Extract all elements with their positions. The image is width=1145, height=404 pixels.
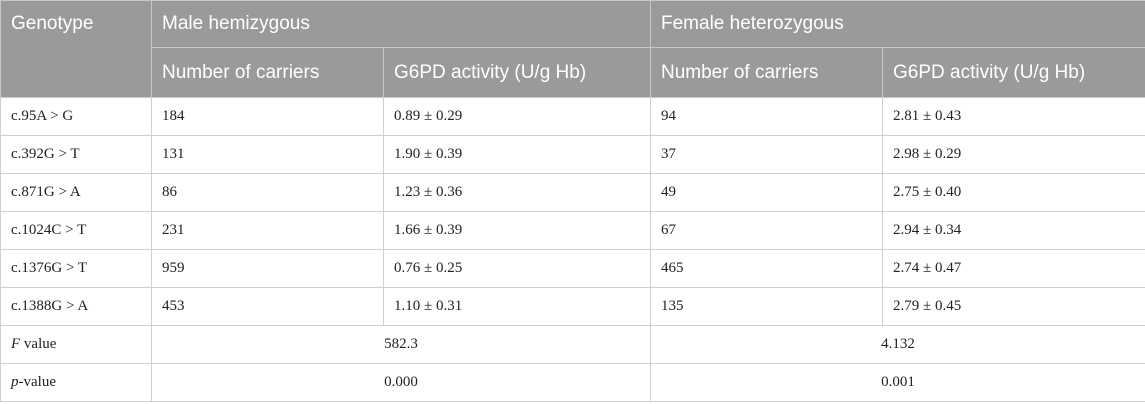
- cell-male-count: 86: [151, 173, 384, 212]
- header-female-carriers: Number of carriers: [650, 47, 883, 98]
- cell-genotype: c.95A > G: [0, 97, 152, 136]
- header-row-subcolumns: Number of carriers G6PD activity (U/g Hb…: [1, 47, 1145, 98]
- f-value-row: F value 582.3 4.132: [0, 325, 1145, 364]
- cell-female-activity: 2.74 ± 0.47: [882, 249, 1145, 288]
- cell-female-activity: 2.79 ± 0.45: [882, 287, 1145, 326]
- p-value-male: 0.000: [151, 363, 651, 402]
- f-value-label: F value: [0, 325, 152, 364]
- cell-female-activity: 2.94 ± 0.34: [882, 211, 1145, 250]
- cell-male-count: 453: [151, 287, 384, 326]
- p-value-symbol: p: [11, 374, 19, 390]
- table-row: c.1388G > A 453 1.10 ± 0.31 135 2.79 ± 0…: [0, 287, 1145, 326]
- cell-genotype: c.392G > T: [0, 135, 152, 174]
- header-female-activity: G6PD activity (U/g Hb): [882, 47, 1145, 98]
- cell-male-count: 231: [151, 211, 384, 250]
- p-value-row: p-value 0.000 0.001: [0, 363, 1145, 402]
- table-row: c.1376G > T 959 0.76 ± 0.25 465 2.74 ± 0…: [0, 249, 1145, 288]
- f-value-male: 582.3: [151, 325, 651, 364]
- cell-female-count: 465: [650, 249, 883, 288]
- table-row: c.1024C > T 231 1.66 ± 0.39 67 2.94 ± 0.…: [0, 211, 1145, 250]
- cell-genotype: c.1376G > T: [0, 249, 152, 288]
- table-row: c.392G > T 131 1.90 ± 0.39 37 2.98 ± 0.2…: [0, 135, 1145, 174]
- p-value-label: p-value: [0, 363, 152, 402]
- cell-female-count: 37: [650, 135, 883, 174]
- cell-male-count: 959: [151, 249, 384, 288]
- cell-genotype: c.1024C > T: [0, 211, 152, 250]
- cell-female-activity: 2.98 ± 0.29: [882, 135, 1145, 174]
- cell-female-count: 135: [650, 287, 883, 326]
- cell-male-activity: 1.66 ± 0.39: [383, 211, 651, 250]
- cell-female-count: 94: [650, 97, 883, 136]
- header-female-heterozygous: Female heterozygous: [650, 0, 1145, 48]
- cell-male-count: 184: [151, 97, 384, 136]
- cell-male-activity: 0.76 ± 0.25: [383, 249, 651, 288]
- cell-female-activity: 2.75 ± 0.40: [882, 173, 1145, 212]
- cell-genotype: c.1388G > A: [0, 287, 152, 326]
- table-header: Genotype Male hemizygous Female heterozy…: [0, 0, 1145, 98]
- cell-male-count: 131: [151, 135, 384, 174]
- header-male-activity: G6PD activity (U/g Hb): [383, 47, 651, 98]
- table-body: c.95A > G 184 0.89 ± 0.29 94 2.81 ± 0.43…: [0, 97, 1145, 402]
- cell-male-activity: 1.90 ± 0.39: [383, 135, 651, 174]
- f-value-label-text: value: [20, 336, 57, 352]
- f-value-symbol: F: [11, 336, 21, 352]
- table-row: c.95A > G 184 0.89 ± 0.29 94 2.81 ± 0.43: [0, 97, 1145, 136]
- p-value-label-text: -value: [18, 374, 56, 390]
- cell-female-count: 67: [650, 211, 883, 250]
- header-male-hemizygous: Male hemizygous: [151, 0, 651, 48]
- p-value-female: 0.001: [650, 363, 1145, 402]
- cell-female-activity: 2.81 ± 0.43: [882, 97, 1145, 136]
- f-value-female: 4.132: [650, 325, 1145, 364]
- header-row-groups: Genotype Male hemizygous Female heterozy…: [0, 0, 1145, 98]
- header-male-carriers: Number of carriers: [151, 47, 384, 98]
- cell-genotype: c.871G > A: [0, 173, 152, 212]
- cell-male-activity: 1.23 ± 0.36: [383, 173, 651, 212]
- header-genotype: Genotype: [0, 0, 152, 98]
- table-row: c.871G > A 86 1.23 ± 0.36 49 2.75 ± 0.40: [0, 173, 1145, 212]
- cell-male-activity: 0.89 ± 0.29: [383, 97, 651, 136]
- cell-male-activity: 1.10 ± 0.31: [383, 287, 651, 326]
- cell-female-count: 49: [650, 173, 883, 212]
